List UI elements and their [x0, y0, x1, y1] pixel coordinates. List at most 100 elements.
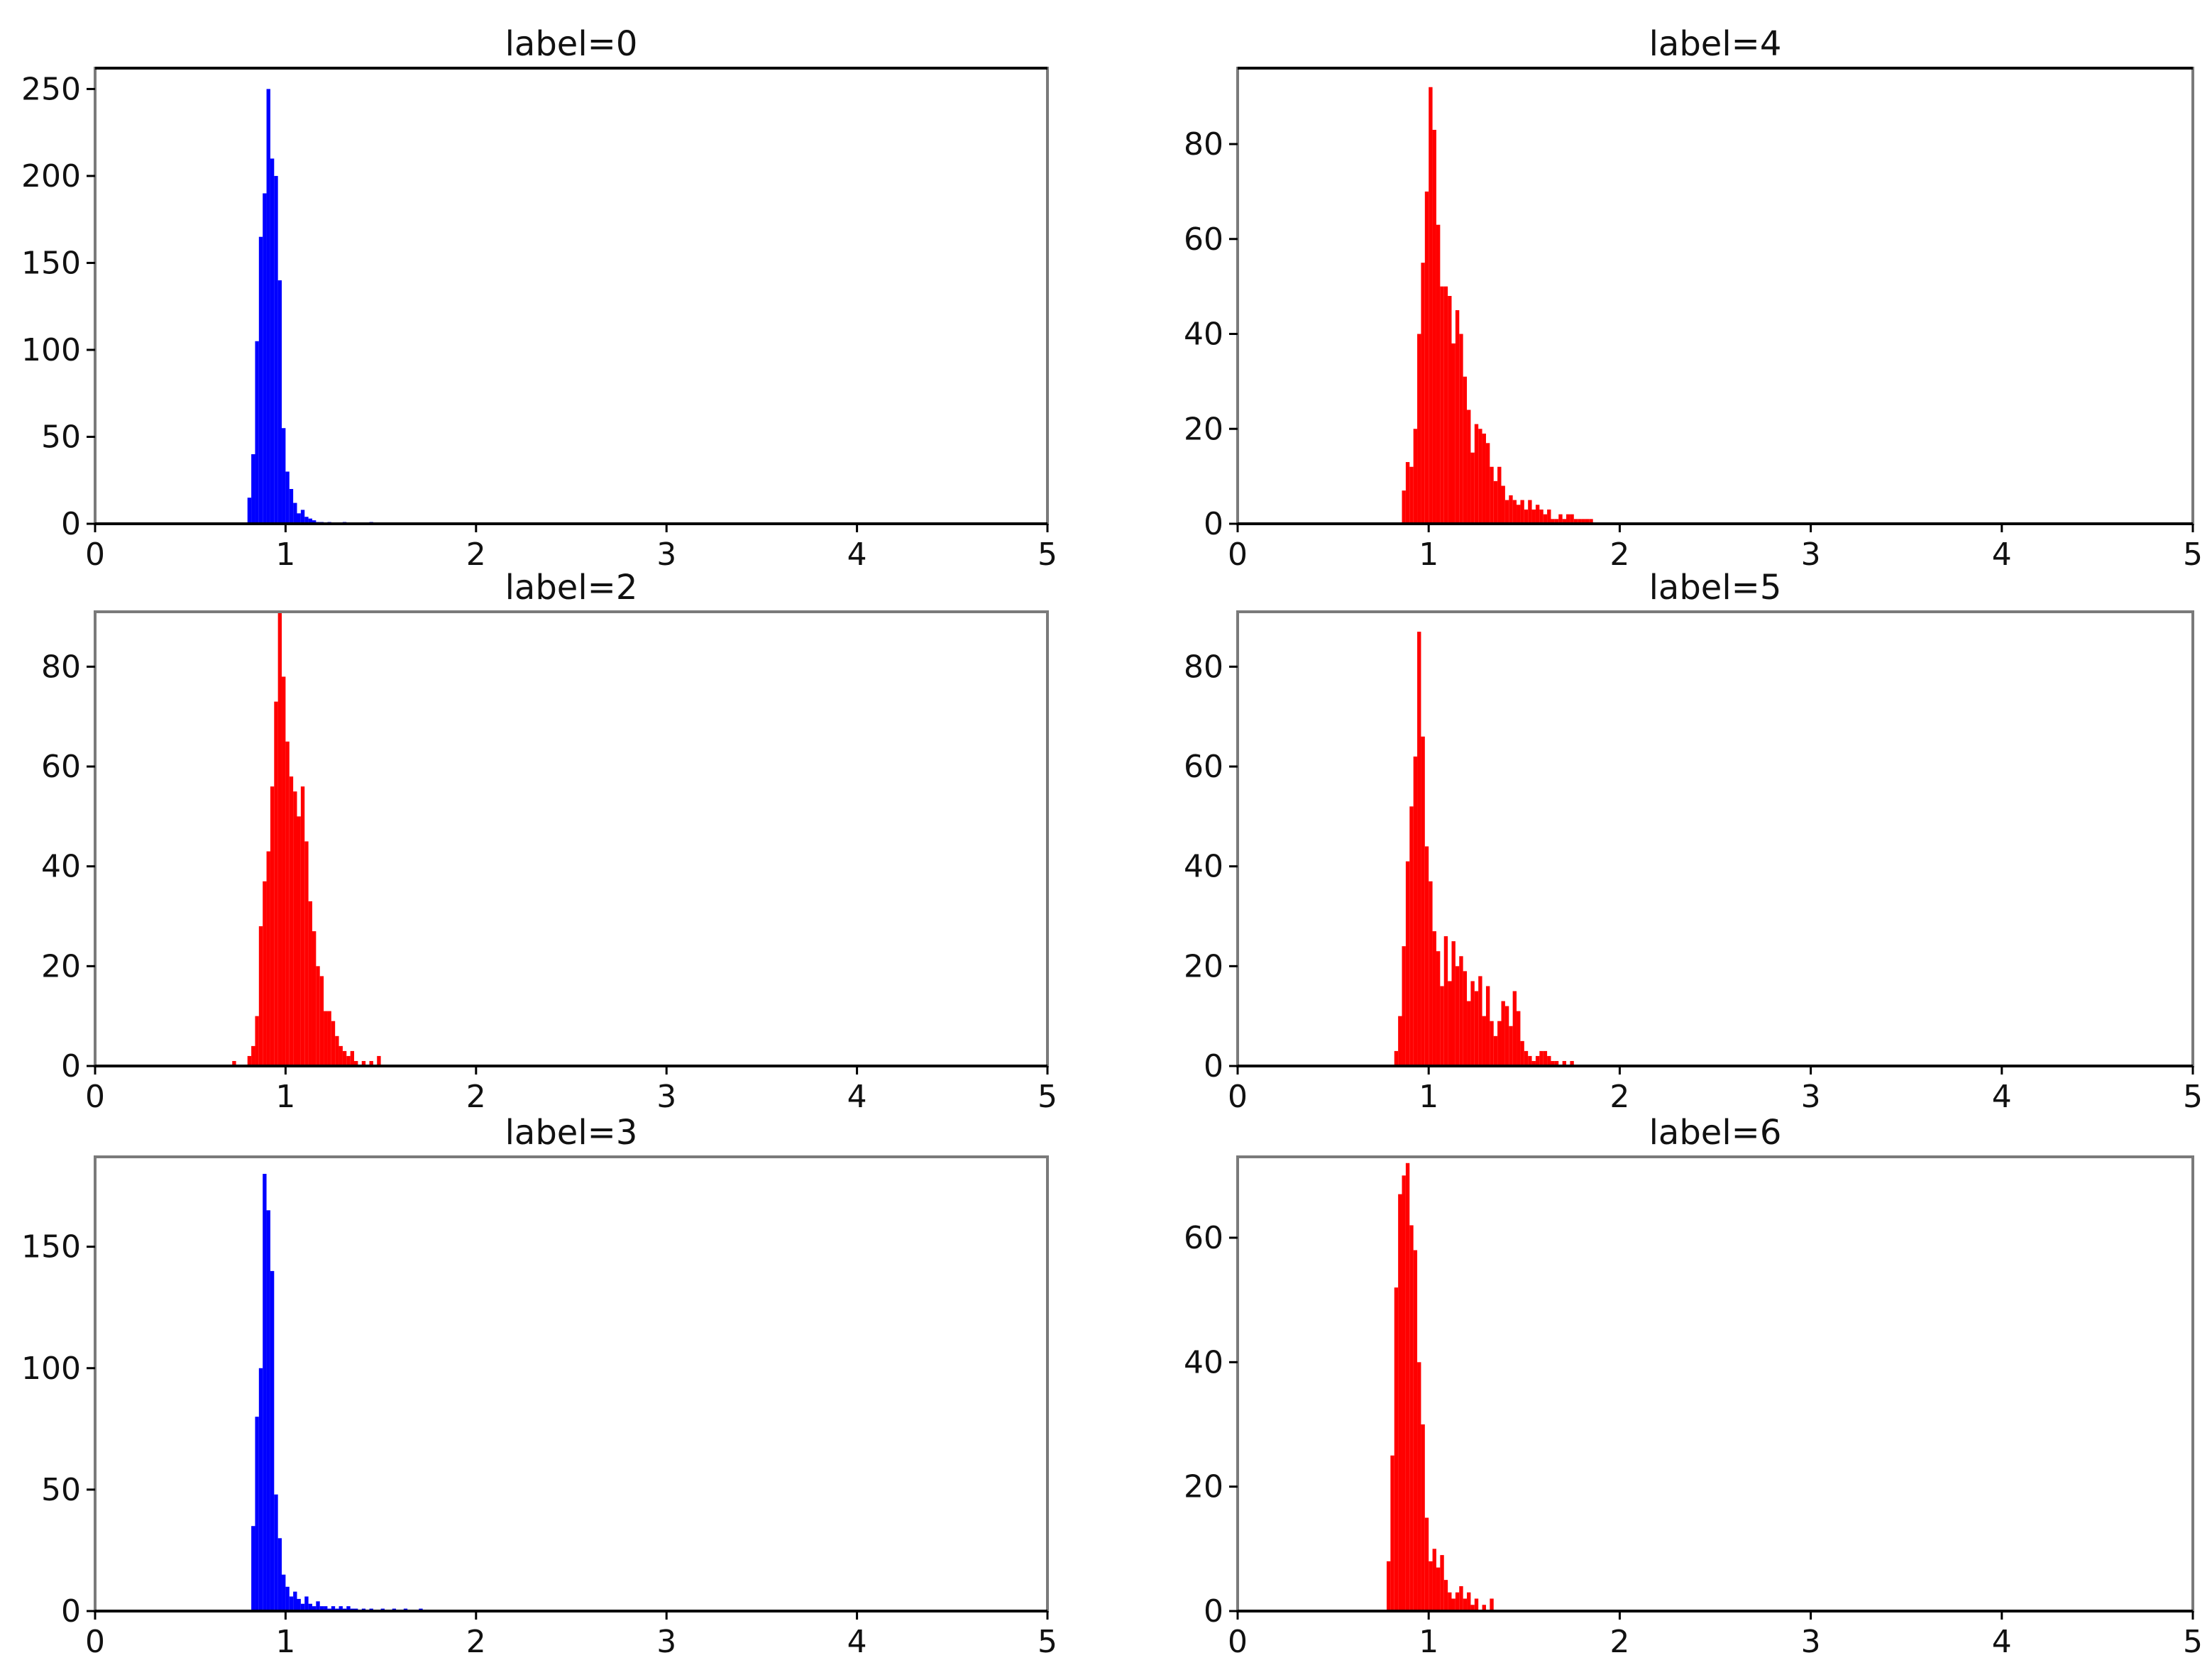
- histogram-bar: [335, 1035, 339, 1066]
- histogram-bar: [1451, 1598, 1456, 1611]
- x-tick-label: 1: [1419, 537, 1438, 573]
- histogram-bar: [1440, 1555, 1444, 1611]
- histogram-bar: [289, 776, 294, 1066]
- histogram-bar: [1470, 452, 1475, 524]
- histogram-bar: [1421, 263, 1425, 524]
- histogram-bar: [1409, 466, 1414, 524]
- histogram-bar: [266, 851, 270, 1066]
- histogram-bar: [1402, 1175, 1406, 1611]
- y-tick-label: 60: [1184, 749, 1223, 785]
- histogram-bar: [1478, 429, 1482, 524]
- x-tick-label: 5: [2183, 537, 2203, 573]
- histogram-bar: [1459, 956, 1463, 1066]
- histogram-bar: [1421, 1424, 1425, 1611]
- axes-frame: [1236, 67, 2194, 525]
- histogram-bar: [1501, 485, 1505, 524]
- y-tick-label: 80: [1184, 649, 1223, 685]
- histogram-bar: [1474, 991, 1479, 1066]
- histogram-bar: [1417, 334, 1421, 524]
- x-tick-label: 1: [275, 1624, 295, 1660]
- y-tick-label: 50: [41, 419, 81, 455]
- histogram-bar: [1424, 1517, 1429, 1611]
- histogram-bar: [350, 1050, 355, 1066]
- histogram-bar: [1405, 1163, 1410, 1611]
- x-tick-label: 4: [847, 1079, 867, 1115]
- histogram-bar: [1490, 1021, 1494, 1066]
- histogram-bar: [274, 1494, 278, 1611]
- histogram-bar: [282, 676, 286, 1066]
- histogram-bar: [300, 1603, 305, 1611]
- x-tick-label: 1: [275, 1079, 295, 1115]
- chart-title: label=2: [505, 568, 638, 608]
- histogram-bar: [1417, 1362, 1421, 1611]
- x-tick-label: 2: [1610, 537, 1629, 573]
- histogram-bar: [1455, 966, 1460, 1066]
- histogram-bar: [1409, 806, 1414, 1066]
- histogram-bar: [324, 1606, 328, 1611]
- y-tick-label: 40: [1184, 317, 1223, 353]
- histogram-panel-3: 0 1 2 3 4 5 0 20 40 60 80 label=5: [1184, 568, 2203, 1115]
- histogram-bar: [1551, 1060, 1555, 1066]
- histogram-bar: [1570, 1060, 1574, 1066]
- histogram-bar: [1490, 466, 1494, 524]
- histogram-bar: [354, 1060, 358, 1066]
- histogram-bar: [324, 1011, 328, 1066]
- histogram-bar: [1429, 881, 1433, 1066]
- histogram-bar: [1405, 861, 1410, 1066]
- histogram-bar: [293, 502, 297, 524]
- y-tick-label: 100: [21, 1351, 81, 1387]
- histogram-bar: [277, 1538, 282, 1611]
- histogram-bar: [258, 1368, 263, 1611]
- histogram-bar: [285, 471, 290, 524]
- histogram-bar: [1455, 310, 1460, 524]
- histogram-bar: [297, 513, 301, 524]
- histogram-bar: [327, 1011, 331, 1066]
- x-tick-label: 3: [1801, 1079, 1821, 1115]
- y-tick-label: 100: [21, 332, 81, 368]
- chart-title: label=0: [505, 24, 638, 64]
- histogram-bar: [331, 1021, 336, 1066]
- histogram-bar: [1432, 931, 1436, 1066]
- histogram-bar: [308, 901, 312, 1066]
- histogram-bar: [312, 520, 317, 524]
- y-tick-label: 0: [61, 1593, 81, 1630]
- histogram-bar: [251, 1045, 255, 1066]
- histogram-bar: [255, 1417, 259, 1611]
- histogram-bar: [339, 1606, 343, 1611]
- histogram-bar: [285, 741, 290, 1066]
- histogram-bar: [1517, 505, 1521, 524]
- histogram-bar: [1501, 1001, 1505, 1066]
- histogram-bar: [1451, 343, 1456, 524]
- chart-title: label=4: [1649, 24, 1782, 64]
- histogram-bar: [247, 498, 252, 524]
- histogram-bar: [346, 1606, 351, 1611]
- axes-frame: [1236, 610, 2194, 1067]
- y-tick-label: 0: [61, 1048, 81, 1084]
- histogram-bar: [1424, 846, 1429, 1066]
- histogram-bar: [308, 1603, 312, 1611]
- axes-frame: [94, 67, 1049, 525]
- chart-title: label=5: [1649, 568, 1782, 608]
- x-tick-label: 2: [1610, 1624, 1629, 1660]
- histogram-bar: [255, 1016, 259, 1066]
- y-tick-label: 40: [1184, 849, 1223, 885]
- histogram-bar: [1421, 736, 1425, 1066]
- y-tick-label: 250: [21, 71, 81, 107]
- y-tick-label: 40: [1184, 1344, 1223, 1380]
- histogram-bars: [1394, 632, 1574, 1066]
- histogram-bar: [1448, 1592, 1452, 1611]
- x-tick-label: 5: [2183, 1079, 2203, 1115]
- histogram-bar: [1386, 1561, 1391, 1611]
- histogram-bar: [1509, 1026, 1513, 1066]
- histogram-bar: [1448, 981, 1452, 1066]
- chart-title: label=6: [1649, 1113, 1782, 1153]
- histogram-bar: [1497, 466, 1502, 524]
- histogram-bar: [270, 158, 275, 524]
- x-tick-label: 0: [1228, 1624, 1248, 1660]
- x-tick-label: 2: [466, 1624, 486, 1660]
- histogram-bar: [304, 517, 309, 524]
- histogram-bar: [1474, 424, 1479, 524]
- x-tick-label: 2: [466, 1079, 486, 1115]
- histogram-bar: [1551, 519, 1555, 524]
